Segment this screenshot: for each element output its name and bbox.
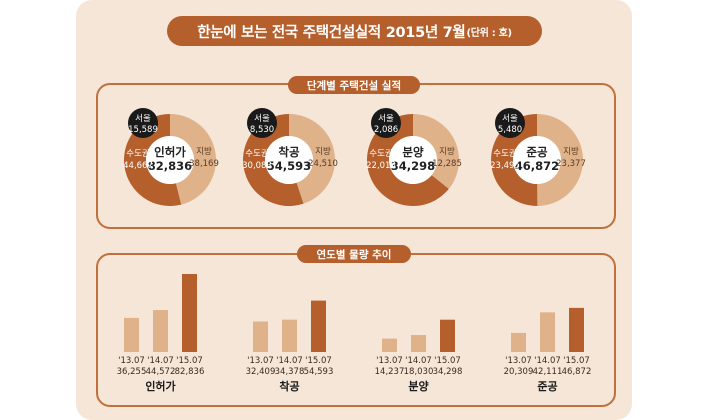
bar-2-2	[440, 319, 455, 352]
donut-slice-local-3	[537, 114, 584, 206]
donut-section-title: 단계별 주택건설 실적	[288, 76, 420, 94]
bar-value-1-1: 34,378	[275, 367, 305, 377]
donut-total-2: 34,298	[391, 159, 435, 173]
bar-category-1-1: '14.07	[276, 356, 303, 366]
local-label-2: 지방	[439, 146, 455, 157]
bar-group-label-3: 준공	[537, 380, 557, 393]
bar-category-3-2: '15.07	[563, 356, 590, 366]
bar-value-1-0: 32,409	[246, 367, 276, 377]
seoul-value-1: 8,530	[250, 125, 274, 135]
local-label-3: 지방	[563, 146, 579, 157]
donut-center-2	[389, 136, 437, 184]
bar-category-0-1: '14.07	[147, 356, 174, 366]
metro-value-2: 22,013	[366, 161, 396, 171]
bar-value-0-0: 36,255	[117, 367, 147, 377]
bar-group-label-0: 인허가	[145, 379, 175, 393]
bar-category-2-0: '13.07	[376, 356, 403, 366]
donut-center-1	[265, 136, 313, 184]
bar-value-3-0: 20,309	[504, 367, 534, 377]
metro-value-0: 44,667	[123, 161, 153, 171]
metro-label-1: 수도권	[245, 148, 268, 159]
seoul-bubble-0	[128, 108, 158, 138]
bar-2-0	[382, 338, 397, 352]
bar-value-2-0: 14,237	[375, 367, 405, 377]
donut-total-0: 82,836	[148, 159, 192, 173]
bar-0-2	[182, 274, 197, 352]
bar-category-0-2: '15.07	[176, 356, 203, 366]
donut-title-0: 인허가	[154, 145, 186, 159]
donut-slice-metro-3	[491, 114, 538, 206]
donut-center-0	[146, 136, 194, 184]
bar-0-0	[124, 317, 139, 352]
bar-1-0	[253, 321, 268, 352]
donut-slice-local-1	[289, 114, 335, 204]
local-value-0: 38,169	[189, 159, 219, 169]
metro-value-3: 23,495	[490, 161, 520, 171]
donut-slice-local-2	[413, 114, 459, 189]
seoul-label-3: 서울	[502, 114, 518, 124]
seoul-bubble-3	[495, 108, 525, 138]
bar-3-1	[540, 312, 555, 352]
metro-label-3: 수도권	[493, 148, 516, 159]
bar-value-2-1: 18,030	[404, 367, 434, 377]
local-label-1: 지방	[315, 146, 331, 157]
bar-value-1-2: 54,593	[304, 367, 334, 377]
bar-value-3-2: 46,872	[562, 367, 592, 377]
bar-category-1-2: '15.07	[305, 356, 332, 366]
donut-title-1: 착공	[278, 145, 300, 159]
bar-value-0-2: 82,836	[175, 367, 205, 377]
title-text: 한눈에 보는 전국 주택건설실적 2015년 7월	[197, 24, 466, 41]
metro-label-2: 수도권	[369, 148, 392, 159]
seoul-bubble-2	[371, 108, 401, 138]
local-value-2: 12,285	[432, 159, 462, 169]
bar-3-2	[569, 307, 584, 352]
seoul-bubble-1	[247, 108, 277, 138]
donut-title-3: 준공	[526, 145, 548, 159]
bar-3-0	[511, 332, 526, 352]
bar-category-3-0: '13.07	[505, 356, 532, 366]
seoul-value-2: 2,086	[374, 125, 398, 135]
bar-category-0-0: '13.07	[118, 356, 145, 366]
seoul-value-3: 5,480	[498, 125, 522, 135]
metro-label-0: 수도권	[126, 148, 149, 159]
bar-0-1	[153, 310, 168, 352]
donut-total-1: 54,593	[267, 159, 311, 173]
seoul-label-0: 서울	[135, 114, 151, 124]
donut-total-3: 46,872	[515, 159, 559, 173]
donut-center-3	[513, 136, 561, 184]
bar-value-0-1: 44,572	[146, 367, 176, 377]
bar-value-3-1: 42,111	[533, 367, 563, 377]
seoul-label-2: 서울	[378, 114, 394, 124]
bar-category-2-2: '15.07	[434, 356, 461, 366]
bar-group-label-1: 착공	[279, 379, 299, 393]
local-label-0: 지방	[196, 146, 212, 157]
bar-group-label-2: 분양	[408, 379, 428, 393]
bar-category-2-1: '14.07	[405, 356, 432, 366]
bar-1-2	[311, 300, 326, 352]
unit-text: (단위 : 호)	[466, 27, 512, 39]
bar-1-1	[282, 319, 297, 352]
local-value-3: 23,377	[556, 159, 586, 169]
page-title: 한눈에 보는 전국 주택건설실적 2015년 7월 (단위 : 호)	[167, 16, 542, 46]
local-value-1: 24,510	[308, 159, 338, 169]
bar-value-2-2: 34,298	[433, 367, 463, 377]
metro-value-1: 30,083	[242, 161, 272, 171]
seoul-label-1: 서울	[254, 114, 270, 124]
bar-category-3-1: '14.07	[534, 356, 561, 366]
bar-category-1-0: '13.07	[247, 356, 274, 366]
donut-slice-local-0	[170, 114, 216, 205]
donut-title-2: 분양	[402, 145, 424, 159]
bar-2-1	[411, 335, 426, 352]
bar-section-title: 연도별 물량 추이	[297, 245, 411, 263]
seoul-value-0: 15,589	[128, 125, 158, 135]
